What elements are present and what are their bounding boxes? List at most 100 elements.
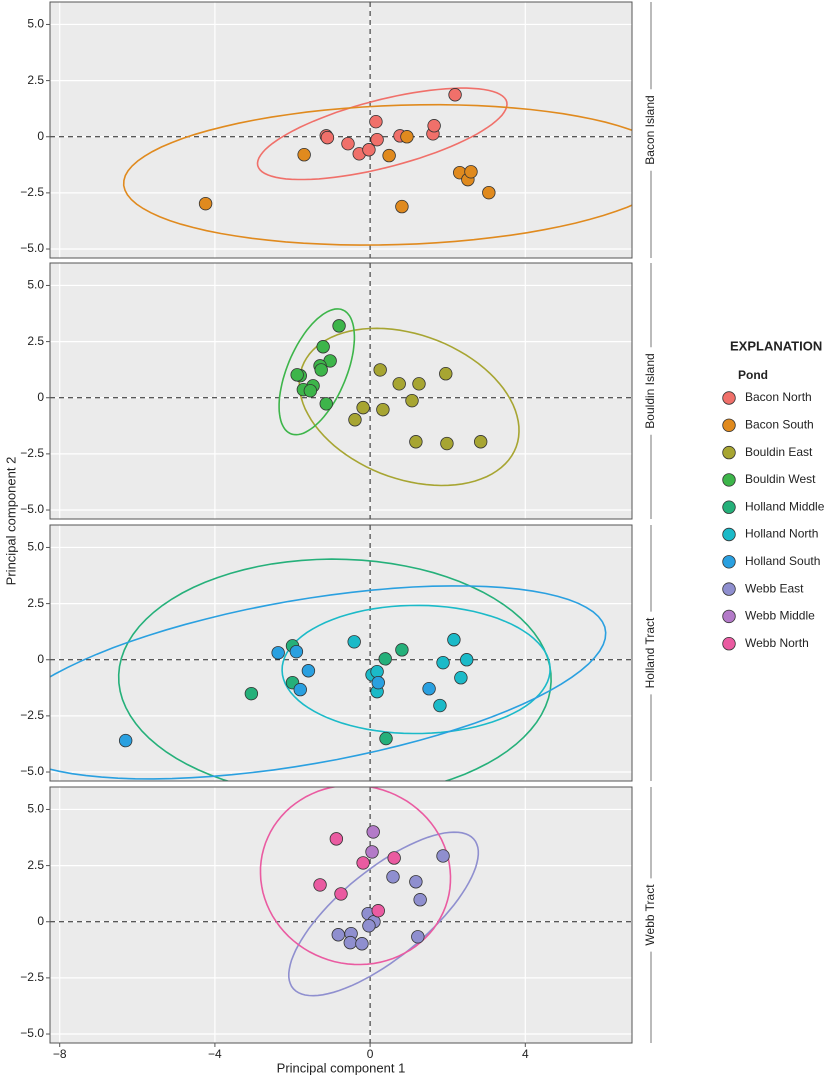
point — [244, 686, 259, 701]
x-tick-label: 0 — [367, 1047, 374, 1061]
point — [301, 664, 316, 678]
point — [412, 377, 426, 391]
panel-border — [49, 524, 633, 782]
point — [362, 143, 376, 157]
y-tick-label: 0 — [37, 390, 44, 404]
point — [436, 655, 450, 670]
panel-border — [49, 262, 633, 520]
x-tick-label: −4 — [208, 1047, 222, 1061]
y-tick-label: 5.0 — [27, 278, 44, 292]
y-tick-label: −2.5 — [20, 185, 44, 199]
point — [355, 937, 369, 951]
legend-label: Bouldin East — [745, 445, 813, 459]
legend-marker — [722, 555, 736, 569]
legend-marker — [722, 582, 736, 596]
panel-marks — [122, 87, 632, 246]
y-axis-title: Principal component 2 — [3, 457, 18, 586]
point — [454, 671, 468, 685]
legend-label: Holland South — [745, 554, 820, 568]
point — [373, 363, 387, 377]
strip-label: Holland Tract — [643, 617, 657, 688]
point — [447, 633, 461, 647]
strip-label: Bouldin Island — [643, 353, 657, 428]
panel-background — [50, 2, 632, 258]
panel-background — [50, 525, 632, 781]
point — [422, 682, 436, 696]
y-tick-label: 0 — [37, 129, 44, 143]
legend-marker — [722, 473, 736, 487]
legend-label: Bacon North — [745, 390, 812, 404]
y-tick-label: 2.5 — [27, 858, 44, 872]
legend-label: Webb Middle — [745, 609, 815, 623]
point — [409, 435, 423, 449]
point — [356, 400, 370, 415]
point — [448, 88, 462, 102]
point — [376, 402, 390, 417]
point — [427, 119, 441, 133]
point — [371, 675, 385, 690]
point — [316, 340, 330, 354]
legend-marker — [722, 500, 736, 514]
point — [460, 653, 474, 667]
point — [303, 384, 318, 398]
panel-marks — [50, 558, 607, 781]
y-tick-label: −2.5 — [20, 708, 44, 722]
point — [379, 731, 393, 746]
y-tick-label: 5.0 — [27, 802, 44, 816]
point — [348, 413, 362, 427]
y-tick-label: 2.5 — [27, 596, 44, 610]
y-tick-label: 0 — [37, 652, 44, 666]
confidence-ellipse — [278, 308, 356, 436]
x-tick-label: 4 — [522, 1047, 529, 1061]
point — [369, 114, 383, 129]
point — [271, 646, 285, 660]
strip-label: Webb Tract — [643, 884, 657, 946]
confidence-ellipse — [122, 103, 632, 246]
point — [473, 435, 488, 449]
point — [409, 875, 423, 889]
legend-marker — [722, 527, 736, 542]
y-tick-label: 2.5 — [27, 334, 44, 348]
y-tick-label: −5.0 — [20, 764, 44, 778]
point — [387, 851, 401, 865]
y-tick-label: 5.0 — [27, 17, 44, 31]
point — [433, 698, 447, 713]
y-tick-label: −5.0 — [20, 241, 44, 255]
legend-label: Bacon South — [745, 417, 814, 431]
point — [371, 904, 385, 918]
confidence-ellipse — [50, 585, 607, 780]
point — [293, 682, 307, 697]
point — [400, 130, 414, 144]
y-tick-label: 5.0 — [27, 540, 44, 554]
confidence-ellipse — [256, 87, 508, 181]
panel-background — [50, 787, 632, 1043]
legend-marker — [722, 391, 736, 405]
point — [320, 130, 335, 145]
point — [331, 928, 345, 942]
point — [370, 132, 384, 147]
x-tick-label: −8 — [53, 1047, 67, 1061]
panel-border — [49, 786, 633, 1044]
point — [319, 397, 333, 411]
legend-marker — [722, 445, 736, 460]
point — [464, 165, 478, 179]
point — [386, 870, 400, 884]
point — [439, 367, 453, 381]
y-tick-label: −2.5 — [20, 446, 44, 460]
point — [395, 643, 409, 657]
confidence-ellipse — [288, 831, 480, 997]
point — [332, 319, 346, 333]
legend-label: Holland Middle — [745, 499, 825, 513]
y-tick-label: −5.0 — [20, 502, 44, 516]
point — [366, 825, 380, 839]
point — [289, 644, 304, 659]
y-tick-label: −2.5 — [20, 970, 44, 984]
point — [436, 849, 450, 863]
point — [343, 935, 358, 950]
legend-title: EXPLANATION — [730, 338, 822, 353]
point — [382, 148, 396, 163]
point — [356, 856, 370, 870]
legend-marker — [722, 418, 736, 433]
